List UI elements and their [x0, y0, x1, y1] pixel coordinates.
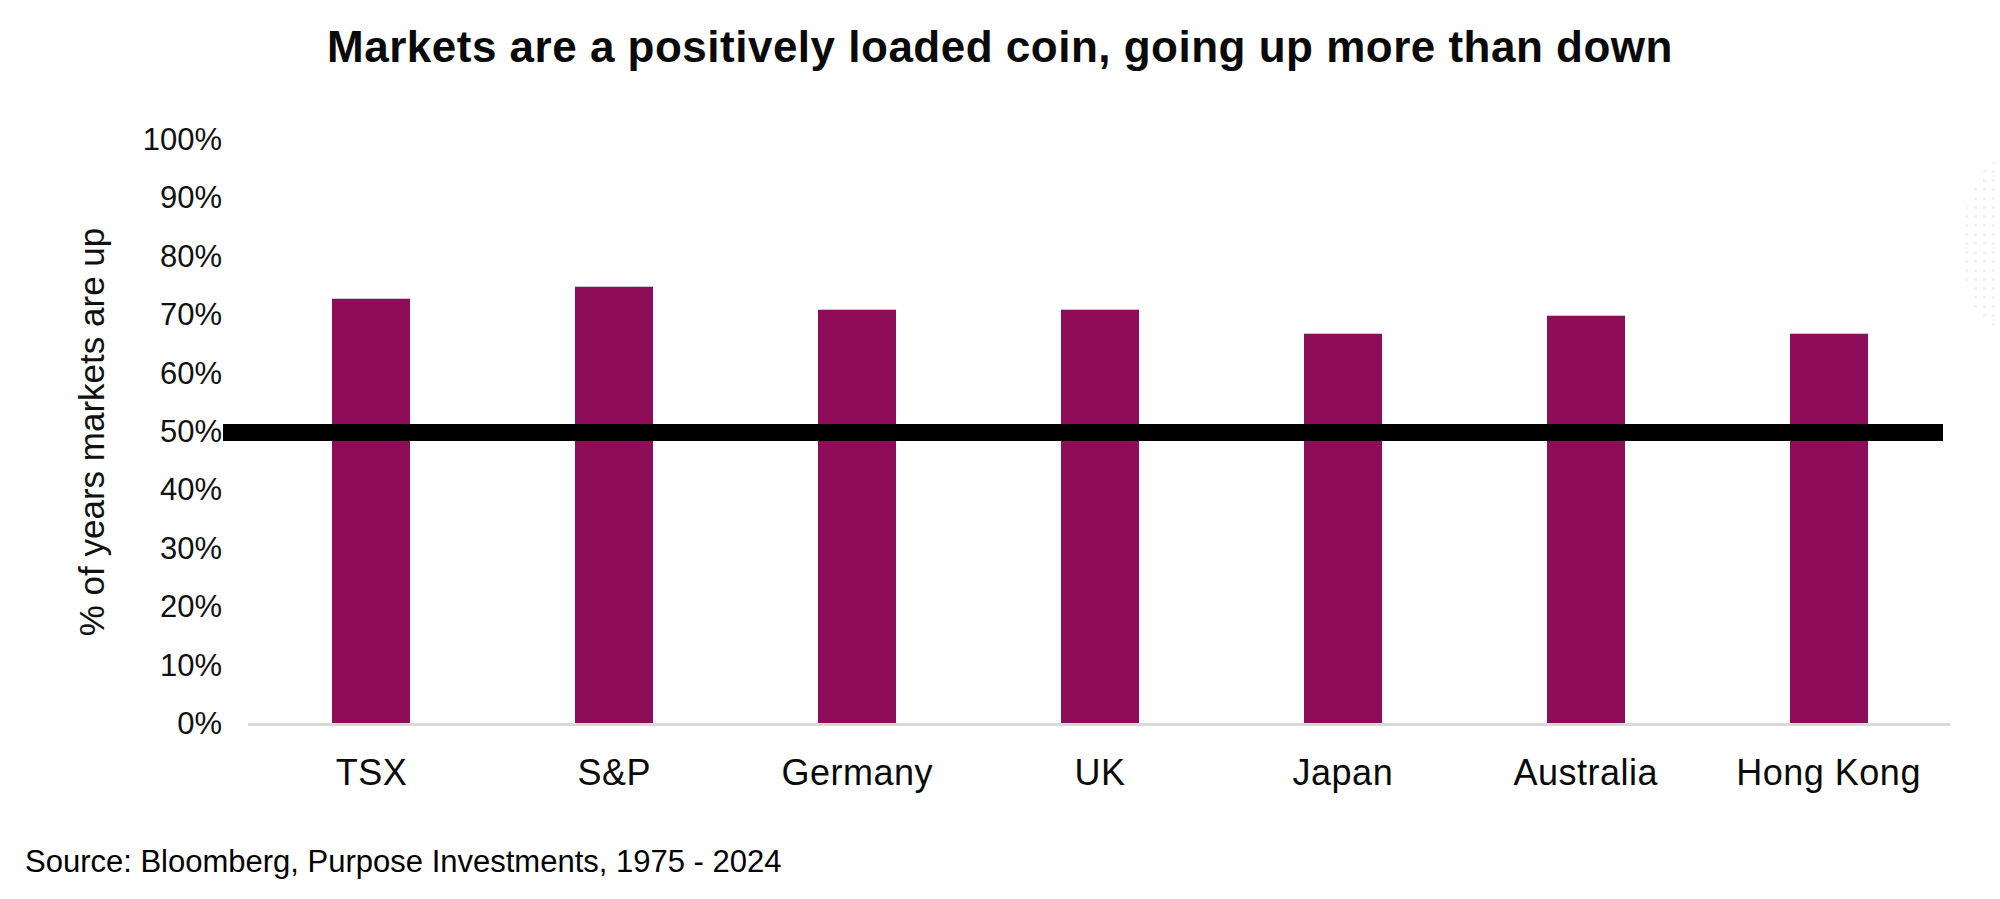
y-tick-label: 30% — [160, 531, 222, 567]
y-tick-label: 80% — [160, 239, 222, 275]
y-tick-label: 70% — [160, 297, 222, 333]
bar — [818, 309, 896, 724]
decorative-dots-pattern — [1962, 158, 2000, 333]
x-axis-line — [248, 723, 1950, 726]
bar — [1304, 333, 1382, 724]
chart-title: Markets are a positively loaded coin, go… — [270, 18, 1730, 76]
bar — [332, 298, 410, 724]
category-label: Germany — [736, 752, 979, 794]
x-axis-category-labels: TSXS&PGermanyUKJapanAustraliaHong Kong — [250, 752, 1950, 794]
y-axis-tick-labels: 100%90%80%70%60%50%40%30%20%10%0% — [0, 140, 222, 724]
bar — [1790, 333, 1868, 724]
fifty-percent-reference-line — [223, 424, 1943, 441]
y-tick-label: 20% — [160, 589, 222, 625]
category-label: Hong Kong — [1707, 752, 1950, 794]
bar — [1547, 315, 1625, 724]
chart-canvas: Markets are a positively loaded coin, go… — [0, 0, 2000, 899]
y-tick-label: 60% — [160, 356, 222, 392]
category-label: Australia — [1464, 752, 1707, 794]
bar — [575, 286, 653, 724]
bar — [1061, 309, 1139, 724]
y-tick-label: 100% — [143, 122, 222, 158]
category-label: Japan — [1221, 752, 1464, 794]
y-tick-label: 0% — [177, 706, 222, 742]
y-tick-label: 90% — [160, 180, 222, 216]
y-tick-label: 50% — [160, 414, 222, 450]
source-note: Source: Bloomberg, Purpose Investments, … — [25, 844, 782, 880]
y-tick-label: 40% — [160, 472, 222, 508]
category-label: S&P — [493, 752, 736, 794]
y-tick-label: 10% — [160, 648, 222, 684]
category-label: UK — [979, 752, 1222, 794]
category-label: TSX — [250, 752, 493, 794]
